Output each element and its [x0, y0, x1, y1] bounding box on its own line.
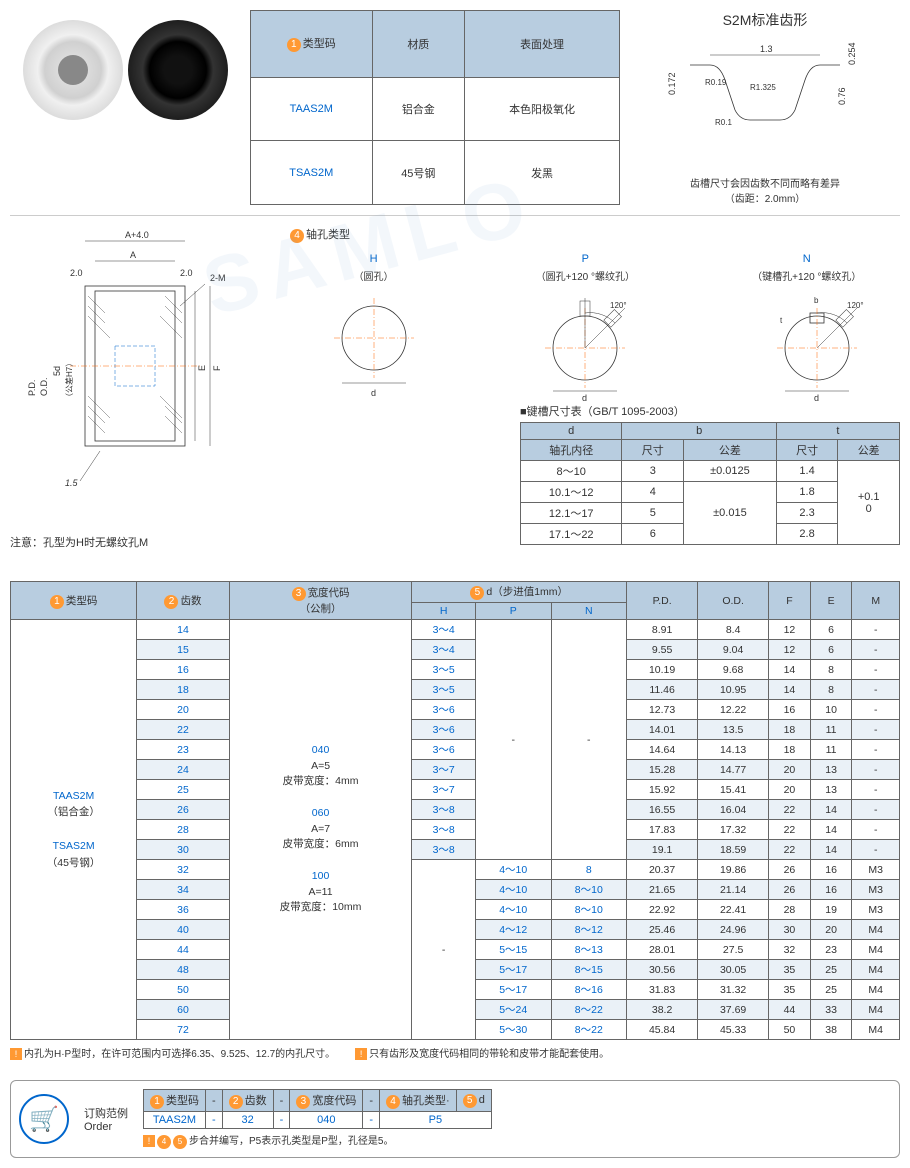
- keyway-table-title: ■键槽尺寸表（GB/T 1095-2003）: [520, 403, 900, 419]
- svg-text:E: E: [197, 365, 207, 371]
- svg-text:P.D.: P.D.: [27, 380, 37, 396]
- svg-text:120°: 120°: [847, 301, 864, 310]
- svg-text:b: b: [814, 296, 819, 305]
- svg-text:2.0: 2.0: [180, 268, 193, 278]
- bore-type-p: P （圆孔+120 °螺纹孔） 120° d: [536, 253, 635, 383]
- svg-text:5d: 5d: [52, 366, 62, 376]
- svg-text:t: t: [780, 316, 783, 325]
- svg-text:F: F: [212, 365, 222, 371]
- main-spec-table: 1类型码 2齿数 3宽度代码 （公制） 5d（步进值1mm） P.D. O.D.…: [10, 581, 900, 1040]
- technical-drawing: A+4.0 A 2.0 2.0 2-M P.D.: [10, 226, 270, 566]
- drawing-note: 注意：孔型为H时无螺纹孔M: [10, 534, 270, 550]
- note-2: !只有齿形及宽度代码相同的带轮和皮带才能配套使用。: [355, 1045, 609, 1060]
- svg-text:1.5: 1.5: [65, 478, 79, 488]
- svg-text:0.172: 0.172: [667, 72, 677, 95]
- svg-text:120°: 120°: [610, 301, 627, 310]
- keyway-table: d b t 轴孔内径 尺寸 公差 尺寸 公差 8～103±0.01251.4+0…: [520, 422, 900, 545]
- svg-text:R1.325: R1.325: [750, 83, 776, 92]
- svg-text:1.3: 1.3: [760, 44, 773, 54]
- svg-text:d: d: [814, 393, 819, 403]
- svg-text:d: d: [582, 393, 587, 403]
- svg-text:d: d: [371, 388, 376, 398]
- svg-text:R0.1: R0.1: [715, 118, 732, 127]
- bore-types-title: 4轴孔类型: [290, 226, 900, 243]
- svg-text:A+4.0: A+4.0: [125, 230, 149, 240]
- svg-text:R0.19: R0.19: [705, 78, 727, 87]
- svg-text:O.D.: O.D.: [39, 377, 49, 396]
- s2m-note: 齿槽尺寸会因齿数不同而略有差异 （齿距：2.0mm）: [630, 175, 900, 205]
- s2m-title: S2M标准齿形: [630, 10, 900, 30]
- pulley-black: [128, 20, 228, 120]
- svg-text:0.76: 0.76: [837, 87, 847, 105]
- material-table: 1类型码 材质 表面处理 TAAS2M 铝合金 本色阳极氧化 TSAS2M 45…: [250, 10, 620, 205]
- s2m-tooth-diagram: 1.3 0.254 0.172 R0.19 R1.325 R0.1 0.76: [630, 35, 900, 175]
- svg-text:2.0: 2.0: [70, 268, 83, 278]
- svg-text:2-M: 2-M: [210, 273, 226, 283]
- order-example: 🛒 订购范例 Order 1类型码-2齿数-3宽度代码-4轴孔类型·5d TAA…: [10, 1080, 900, 1158]
- note-1: !内孔为H·P型时，在许可范围内可选择6.35、9.525、12.7的内孔尺寸。: [10, 1045, 335, 1060]
- product-image: [10, 10, 240, 130]
- bore-type-n: N （键槽孔+120 °螺纹孔） 120° b t: [752, 253, 861, 383]
- badge-1: 1: [287, 38, 301, 52]
- svg-text:0.254: 0.254: [847, 42, 857, 65]
- svg-text:（公差H7）: （公差H7）: [64, 359, 74, 401]
- cart-icon: 🛒: [19, 1094, 69, 1144]
- pulley-silver: [23, 20, 123, 120]
- bore-type-h: H （圆孔） d: [329, 253, 419, 383]
- order-table: 1类型码-2齿数-3宽度代码-4轴孔类型·5d TAAS2M-32-040-P5: [143, 1089, 492, 1129]
- svg-text:A: A: [130, 250, 136, 260]
